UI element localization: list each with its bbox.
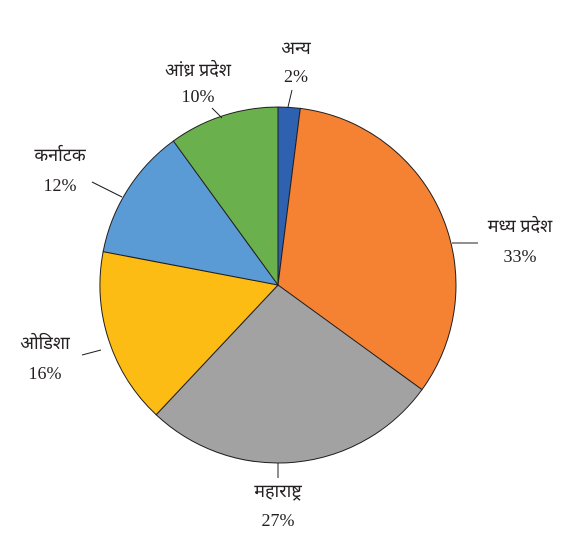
slice-label: आंध्र प्रदेश [165, 59, 232, 80]
pie-slice [155, 284, 423, 464]
leader-line [211, 107, 223, 119]
slice-value-label: 10% [182, 86, 215, 106]
slice-value-label: 27% [262, 510, 295, 530]
slice-value-label: 2% [284, 66, 308, 86]
leader-line [287, 89, 293, 108]
slice-label: कर्नाटक [34, 144, 87, 165]
slice-value-label: 12% [44, 175, 77, 195]
slice-label: ओडिशा [20, 332, 70, 353]
pie-slice [99, 251, 279, 416]
slice-value-label: 33% [504, 246, 537, 266]
pie-slice [277, 107, 457, 391]
slice-label: अन्य [281, 38, 311, 58]
leader-line [81, 349, 102, 356]
pie-slice [102, 140, 280, 286]
pie-slice [172, 106, 279, 287]
leader-line [91, 181, 123, 198]
slice-value-label: 16% [29, 363, 62, 383]
slice-label: मध्य प्रदेश [488, 215, 553, 236]
slice-label: महाराष्ट्र [254, 481, 302, 501]
